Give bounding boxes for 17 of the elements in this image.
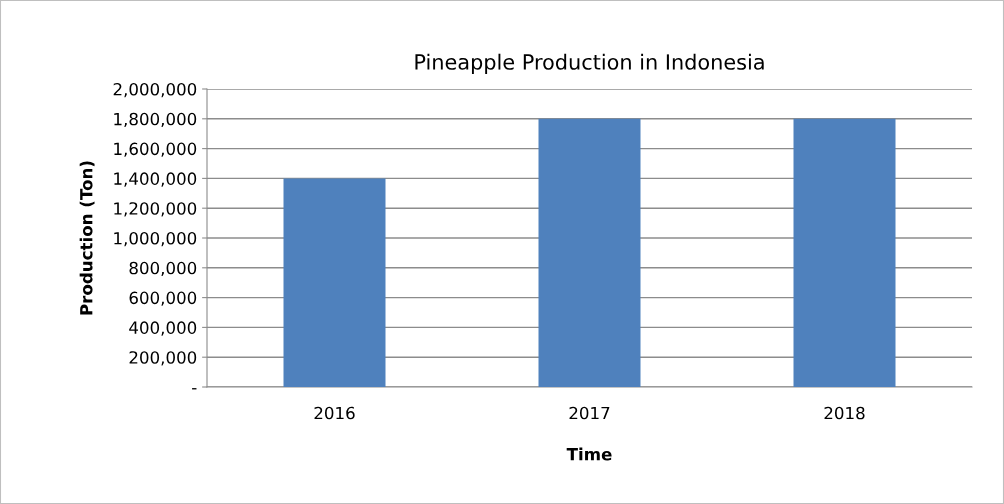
y-tick-label: - (192, 388, 197, 390)
y-tick-label: 600,000 (129, 291, 197, 306)
y-tick-label: 1,600,000 (114, 142, 197, 157)
x-tick-label: 2016 (314, 406, 355, 420)
y-tick-label: 200,000 (129, 351, 197, 366)
y-axis-title: Production (Ton) (79, 161, 95, 315)
y-tick-label: 2,000,000 (113, 82, 197, 98)
y-tick-label: 1,200,000 (114, 202, 197, 217)
y-tick-label: 400,000 (129, 321, 197, 336)
chart-title: Pineapple Production in Indonesia (415, 53, 764, 74)
x-tick-label: 2017 (569, 406, 610, 420)
x-tick-label: 2018 (824, 406, 865, 420)
y-tick-label: 1,800,000 (114, 112, 197, 128)
y-tick-label: 1,400,000 (114, 172, 197, 187)
y-tick-label: 1,000,000 (114, 231, 197, 247)
y-tick-label: 800,000 (129, 261, 197, 277)
x-axis-title: Time (566, 447, 612, 461)
